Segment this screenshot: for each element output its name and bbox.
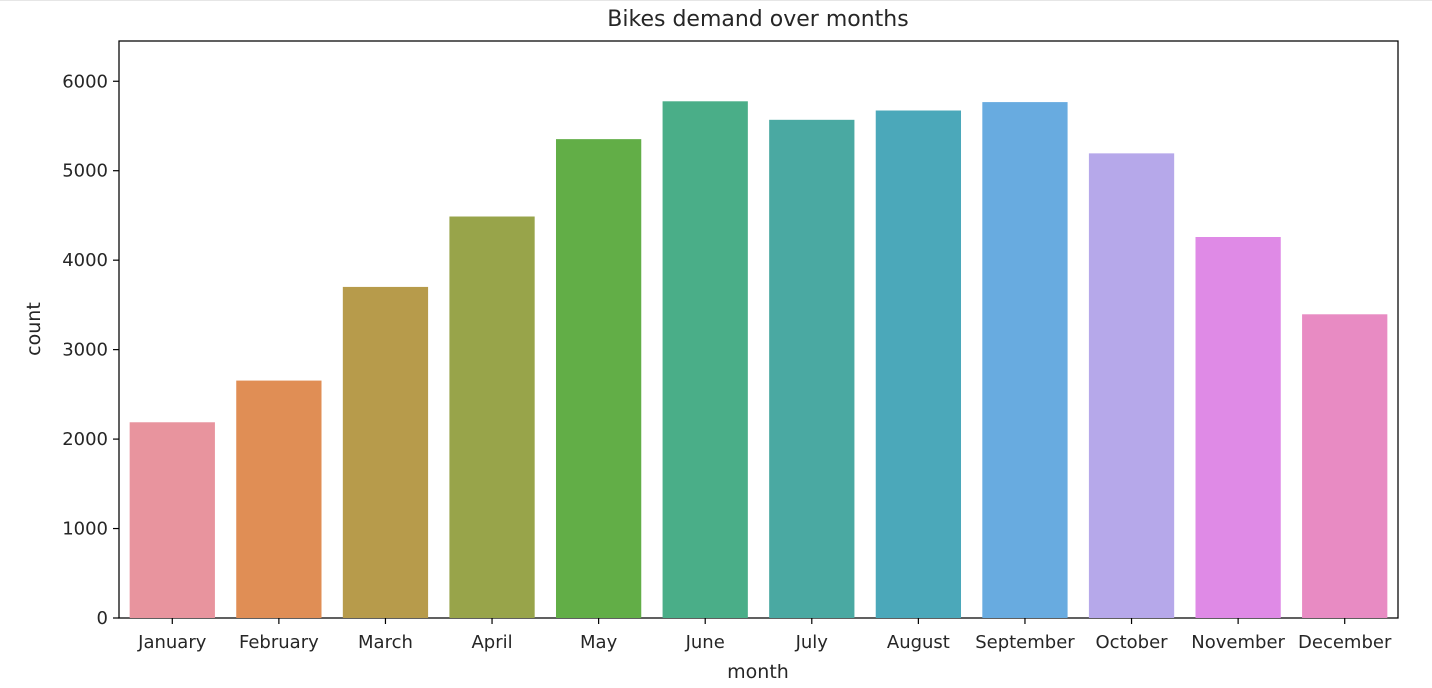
bars-group xyxy=(129,101,1388,619)
y-axis-label: count xyxy=(23,302,45,356)
y-tick-label: 2000 xyxy=(62,429,108,450)
bar-january xyxy=(129,422,215,618)
x-tick-label: May xyxy=(580,632,618,653)
x-tick-label: February xyxy=(239,632,319,653)
y-axis-ticks: 0 1000 2000 3000 4000 5000 6000 xyxy=(62,71,119,629)
x-tick-label: November xyxy=(1191,632,1285,653)
x-tick-label: August xyxy=(887,632,950,653)
x-tick-label: April xyxy=(471,632,512,653)
bar-june xyxy=(662,101,748,619)
x-axis-ticks: January February March April May June July Augu… xyxy=(137,618,1392,653)
x-tick-label: September xyxy=(975,632,1075,653)
bar-december xyxy=(1302,314,1388,618)
bar-august xyxy=(875,110,962,619)
top-border xyxy=(0,0,1432,1)
x-tick-label: January xyxy=(137,632,207,653)
y-tick-label: 6000 xyxy=(62,71,108,92)
plot-area-frame xyxy=(118,40,1399,619)
x-tick-label: June xyxy=(685,632,725,653)
x-tick-label: July xyxy=(795,632,829,653)
x-tick-label: March xyxy=(358,632,413,653)
bar-november xyxy=(1195,237,1281,618)
bar-july xyxy=(769,119,855,618)
x-tick-label: December xyxy=(1298,632,1392,653)
bar-september xyxy=(982,102,1068,619)
y-tick-label: 3000 xyxy=(62,340,108,361)
bar-march xyxy=(342,286,429,618)
bar-april xyxy=(449,216,535,618)
y-tick-label: 1000 xyxy=(62,519,108,540)
x-axis-label: month xyxy=(727,661,789,683)
y-tick-label: 4000 xyxy=(62,250,108,271)
bar-october xyxy=(1088,153,1175,618)
bar-february xyxy=(236,380,322,618)
bar-may xyxy=(555,139,642,618)
chart-title: Bikes demand over months xyxy=(607,7,908,32)
y-tick-label: 5000 xyxy=(62,161,108,182)
y-tick-label: 0 xyxy=(97,608,108,629)
x-tick-label: October xyxy=(1096,632,1169,653)
